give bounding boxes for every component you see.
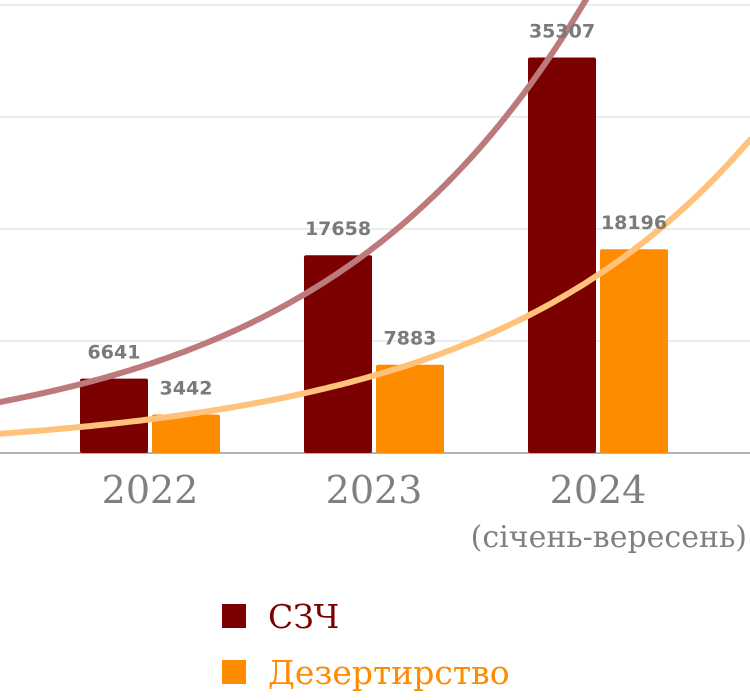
bar-szch-2023	[304, 255, 372, 453]
data-label: 7883	[384, 328, 437, 350]
x-tick-label: 2022	[102, 468, 199, 512]
legend: СЗЧ Дезертирство	[222, 588, 510, 700]
legend-swatch-desertion	[222, 660, 246, 684]
data-label: 35307	[529, 21, 595, 43]
legend-label-szch: СЗЧ	[268, 596, 340, 636]
trendline-szch	[0, 0, 590, 405]
trendlines	[0, 0, 750, 437]
legend-item-szch: СЗЧ	[222, 588, 510, 644]
x-tick-sublabel: (січень-вересень)	[471, 520, 747, 555]
bar-szch-2024	[528, 57, 596, 454]
chart: 6641 17658 35307 3442 7883 18196 2022 2023 2024…	[0, 0, 750, 555]
bar-desertion-2022	[152, 414, 220, 453]
bar-desertion-2024	[600, 249, 668, 453]
x-tick-label: 2024	[550, 468, 647, 512]
x-axis: 2022 2023 2024 (січень-вересень)	[102, 468, 747, 555]
data-label: 17658	[305, 218, 371, 240]
bars	[80, 57, 668, 454]
legend-item-desertion: Дезертирство	[222, 644, 510, 700]
data-label: 18196	[601, 212, 667, 234]
data-label: 6641	[88, 342, 141, 364]
x-tick-label: 2023	[326, 468, 423, 512]
trendline-desertion	[0, 136, 750, 437]
bar-szch-2022	[80, 378, 148, 453]
data-label: 3442	[160, 377, 213, 399]
bar-desertion-2023	[376, 364, 444, 453]
legend-label-desertion: Дезертирство	[268, 652, 510, 692]
data-labels: 6641 17658 35307 3442 7883 18196	[88, 21, 668, 400]
legend-swatch-szch	[222, 604, 246, 628]
